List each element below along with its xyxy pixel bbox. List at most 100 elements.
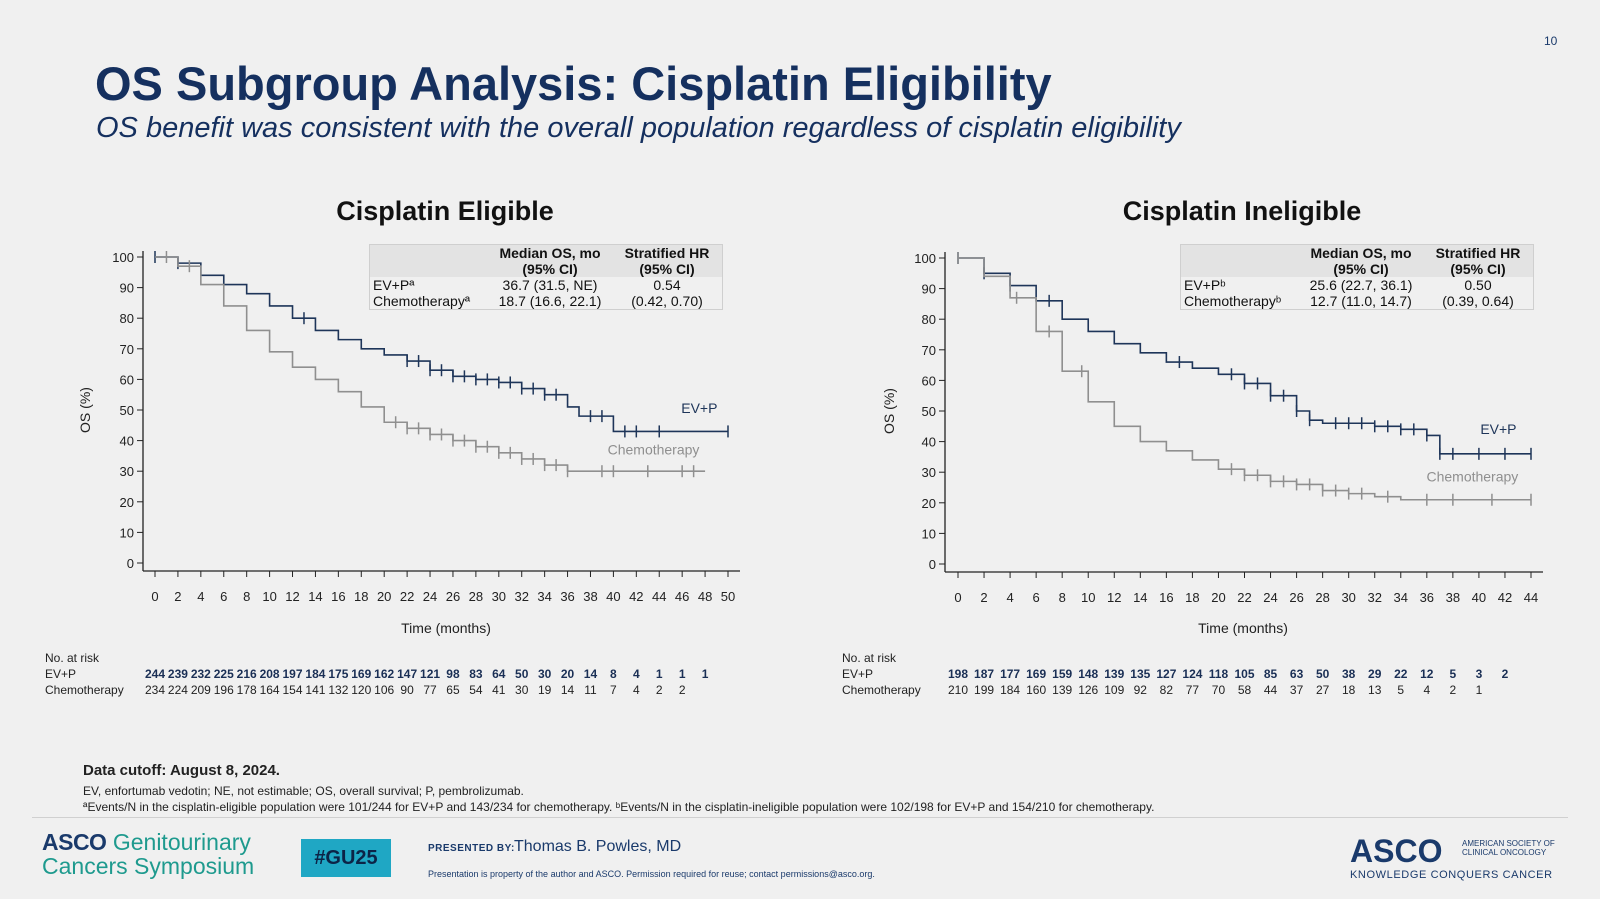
x-axis-label: Time (months) xyxy=(1198,620,1288,636)
series-label: Chemotherapy xyxy=(608,441,700,457)
x-tick-label: 34 xyxy=(1394,590,1408,605)
x-tick-label: 30 xyxy=(1341,590,1355,605)
legend-row-label: EV+Pª xyxy=(373,277,415,293)
x-tick-label: 18 xyxy=(1185,590,1199,605)
at-risk-value: 7 xyxy=(610,683,617,697)
at-risk-value: 1 xyxy=(655,667,663,681)
at-risk-value: 50 xyxy=(515,667,529,681)
y-tick-label: 80 xyxy=(922,312,936,327)
at-risk-value: 22 xyxy=(1394,667,1408,681)
at-risk-value: 169 xyxy=(1026,667,1047,681)
at-risk-value: 232 xyxy=(190,667,211,681)
at-risk-value: 77 xyxy=(1185,683,1200,697)
at-risk-value: 11 xyxy=(584,683,597,697)
x-tick-label: 2 xyxy=(980,590,987,605)
at-risk-value: 139 xyxy=(1052,683,1073,697)
at-risk-value: 159 xyxy=(1052,667,1073,681)
x-tick-label: 46 xyxy=(675,589,689,604)
at-risk-value: 4 xyxy=(632,667,640,681)
x-tick-label: 24 xyxy=(423,589,437,604)
at-risk-value: 41 xyxy=(492,683,506,697)
at-risk-row-label: Chemotherapy xyxy=(45,683,124,697)
x-tick-label: 0 xyxy=(151,589,158,604)
footer-divider xyxy=(32,817,1568,818)
x-tick-label: 32 xyxy=(1367,590,1381,605)
legend-table-eligible: Median OS, mo (95% CI) Stratified HR (95%… xyxy=(369,244,723,310)
at-risk-value: 160 xyxy=(1026,683,1047,697)
at-risk-value: 127 xyxy=(1156,667,1177,681)
x-tick-label: 2 xyxy=(174,589,181,604)
x-axis-label: Time (months) xyxy=(401,620,491,636)
x-tick-label: 0 xyxy=(954,590,961,605)
chart-title-ineligible: Cisplatin Ineligible xyxy=(1122,196,1362,226)
y-tick-label: 0 xyxy=(127,556,134,571)
at-risk-value: 19 xyxy=(537,683,552,697)
y-tick-label: 80 xyxy=(120,311,134,326)
at-risk-value: 5 xyxy=(1449,667,1457,681)
at-risk-value: 224 xyxy=(167,683,188,697)
legend-table-ineligible: Median OS, mo (95% CI) Stratified HR (95%… xyxy=(1180,244,1534,310)
at-risk-value: 239 xyxy=(167,667,188,681)
legend-row-median: 18.7 (16.6, 22.1) xyxy=(498,293,602,309)
x-tick-label: 30 xyxy=(492,589,506,604)
at-risk-value: 196 xyxy=(213,683,234,697)
at-risk-value: 184 xyxy=(305,667,326,681)
logo-symposium-text: Cancers Symposium xyxy=(42,853,255,879)
x-tick-label: 28 xyxy=(1315,590,1329,605)
y-tick-label: 50 xyxy=(120,403,134,418)
abbreviations-note: EV, enfortumab vedotin; NE, not estimabl… xyxy=(83,784,524,798)
y-tick-label: 20 xyxy=(120,495,134,510)
at-risk-value: 2 xyxy=(1449,683,1457,697)
y-axis-label: OS (%) xyxy=(77,387,93,433)
hashtag-badge: #GU25 xyxy=(301,839,391,877)
at-risk-value: 18 xyxy=(1341,683,1356,697)
y-tick-label: 90 xyxy=(120,281,134,296)
at-risk-value: 64 xyxy=(492,667,506,681)
y-tick-label: 40 xyxy=(120,434,134,449)
at-risk-value: 169 xyxy=(351,667,372,681)
legend-row-median: 25.6 (22.7, 36.1) xyxy=(1309,277,1413,293)
presented-by-label: PRESENTED BY: xyxy=(428,843,515,854)
x-tick-label: 8 xyxy=(243,589,250,604)
x-tick-label: 22 xyxy=(1237,590,1251,605)
at-risk-value: 177 xyxy=(1000,667,1021,681)
y-tick-label: 30 xyxy=(120,464,134,479)
x-tick-label: 10 xyxy=(1081,590,1095,605)
at-risk-header: No. at risk xyxy=(842,651,897,665)
at-risk-value: 27 xyxy=(1315,683,1330,697)
data-cutoff-note: Data cutoff: August 8, 2024. xyxy=(83,762,280,779)
x-tick-label: 34 xyxy=(537,589,551,604)
at-risk-value: 5 xyxy=(1397,683,1405,697)
x-tick-label: 18 xyxy=(354,589,368,604)
at-risk-value: 148 xyxy=(1078,667,1099,681)
y-axis-label: OS (%) xyxy=(881,388,897,434)
asco-society-text: AMERICAN SOCIETY OF CLINICAL ONCOLOGY xyxy=(1462,839,1555,857)
at-risk-value: 2 xyxy=(1501,667,1509,681)
x-tick-label: 24 xyxy=(1263,590,1277,605)
at-risk-value: 63 xyxy=(1289,667,1304,681)
events-footnote: ªEvents/N in the cisplatin-eligible popu… xyxy=(83,800,1155,814)
at-risk-value: 210 xyxy=(947,683,969,697)
x-tick-label: 28 xyxy=(469,589,483,604)
at-risk-value: 126 xyxy=(1078,683,1099,697)
at-risk-value: 65 xyxy=(446,683,460,697)
at-risk-value: 141 xyxy=(305,683,326,697)
y-tick-label: 100 xyxy=(112,250,134,265)
slide-title: OS Subgroup Analysis: Cisplatin Eligibil… xyxy=(95,57,1052,110)
x-tick-label: 4 xyxy=(197,589,204,604)
at-risk-value: 1 xyxy=(701,667,709,681)
at-risk-value: 82 xyxy=(1159,683,1174,697)
at-risk-value: 37 xyxy=(1289,683,1304,697)
y-tick-label: 10 xyxy=(120,525,134,540)
x-tick-label: 12 xyxy=(285,589,299,604)
x-tick-label: 26 xyxy=(1289,590,1303,605)
x-tick-label: 14 xyxy=(1133,590,1147,605)
at-risk-value: 147 xyxy=(397,667,418,681)
at-risk-value: 44 xyxy=(1263,683,1278,697)
legend-header-hr: Stratified HR (95% CI) xyxy=(1435,245,1521,277)
y-tick-label: 10 xyxy=(922,526,936,541)
series-line-evp xyxy=(958,257,1531,455)
at-risk-value: 105 xyxy=(1234,667,1255,681)
at-risk-header: No. at risk xyxy=(45,651,100,665)
